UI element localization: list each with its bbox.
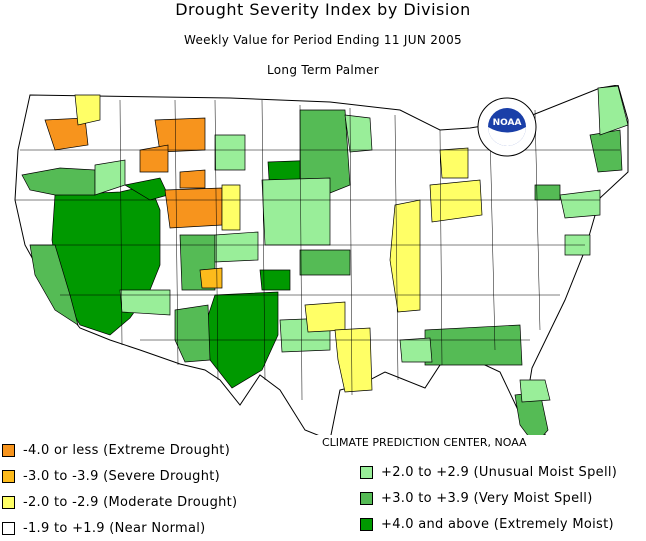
- region-moderate-drought: [389, 199, 421, 313]
- legend-item: -3.0 to -3.9 (Severe Drought): [2, 463, 237, 489]
- region-severe-drought: [199, 267, 223, 289]
- legend-moist: +2.0 to +2.9 (Unusual Moist Spell) +3.0 …: [360, 459, 617, 537]
- noaa-logo-icon: NOAA: [477, 97, 537, 157]
- map-subtitle: Weekly Value for Period Ending 11 JUN 20…: [184, 33, 462, 47]
- legend-swatch-extreme-drought: [2, 443, 15, 457]
- region-unusual-moist: [559, 189, 601, 219]
- legend-swatch-extremely-moist: [360, 517, 373, 531]
- legend-label: +3.0 to +3.9 (Very Moist Spell): [381, 490, 593, 506]
- region-very-moist: [299, 249, 351, 276]
- credit-text: CLIMATE PREDICTION CENTER, NOAA: [322, 436, 527, 449]
- region-moderate-drought: [221, 184, 241, 231]
- region-extreme-drought: [139, 144, 169, 173]
- region-moderate-drought: [74, 94, 101, 126]
- region-very-moist: [534, 184, 561, 201]
- legend-label: -1.9 to +1.9 (Near Normal): [23, 520, 206, 536]
- legend-swatch-moderate-drought: [2, 495, 15, 509]
- region-unusual-moist: [214, 134, 246, 171]
- legend-swatch-severe-drought: [2, 469, 15, 483]
- region-extremely-moist: [259, 269, 291, 291]
- legend-swatch-unusual-moist: [360, 465, 373, 479]
- legend-swatch-near-normal: [2, 521, 15, 535]
- map-title: Drought Severity Index by Division: [175, 0, 471, 19]
- region-extreme-drought: [44, 117, 89, 151]
- region-moderate-drought: [429, 179, 483, 223]
- legend-swatch-very-moist: [360, 491, 373, 505]
- region-unusual-moist: [119, 289, 171, 316]
- legend-item: -1.9 to +1.9 (Near Normal): [2, 515, 237, 541]
- region-unusual-moist: [261, 177, 331, 246]
- region-unusual-moist: [94, 159, 126, 196]
- region-extreme-drought: [164, 187, 223, 229]
- legend-label: -3.0 to -3.9 (Severe Drought): [23, 468, 221, 484]
- noaa-logo-text: NOAA: [493, 118, 522, 128]
- region-unusual-moist: [399, 337, 433, 363]
- us-division-map: [14, 85, 629, 435]
- region-moderate-drought: [334, 327, 373, 393]
- legend-item: +4.0 and above (Extremely Moist): [360, 511, 617, 537]
- legend-label: +4.0 and above (Extremely Moist): [381, 516, 614, 532]
- region-extreme-drought: [179, 169, 206, 189]
- region-very-moist: [424, 324, 523, 366]
- region-unusual-moist: [344, 114, 373, 153]
- region-unusual-moist: [214, 231, 259, 263]
- legend-label: -4.0 or less (Extreme Drought): [23, 442, 231, 458]
- region-moderate-drought: [439, 147, 469, 179]
- region-unusual-moist: [519, 379, 551, 403]
- index-name: Long Term Palmer: [267, 63, 379, 77]
- legend-label: +2.0 to +2.9 (Unusual Moist Spell): [381, 464, 618, 480]
- legend-item: +2.0 to +2.9 (Unusual Moist Spell): [360, 459, 617, 485]
- region-moderate-drought: [304, 301, 346, 333]
- region-very-moist: [174, 304, 211, 363]
- region-very-moist: [299, 109, 351, 196]
- region-unusual-moist: [597, 85, 629, 136]
- legend-label: -2.0 to -2.9 (Moderate Drought): [23, 494, 238, 510]
- legend-item: +3.0 to +3.9 (Very Moist Spell): [360, 485, 617, 511]
- legend-item: -4.0 or less (Extreme Drought): [2, 437, 237, 463]
- legend-item: -2.0 to -2.9 (Moderate Drought): [2, 489, 237, 515]
- legend-drought: -4.0 or less (Extreme Drought) -3.0 to -…: [2, 437, 237, 541]
